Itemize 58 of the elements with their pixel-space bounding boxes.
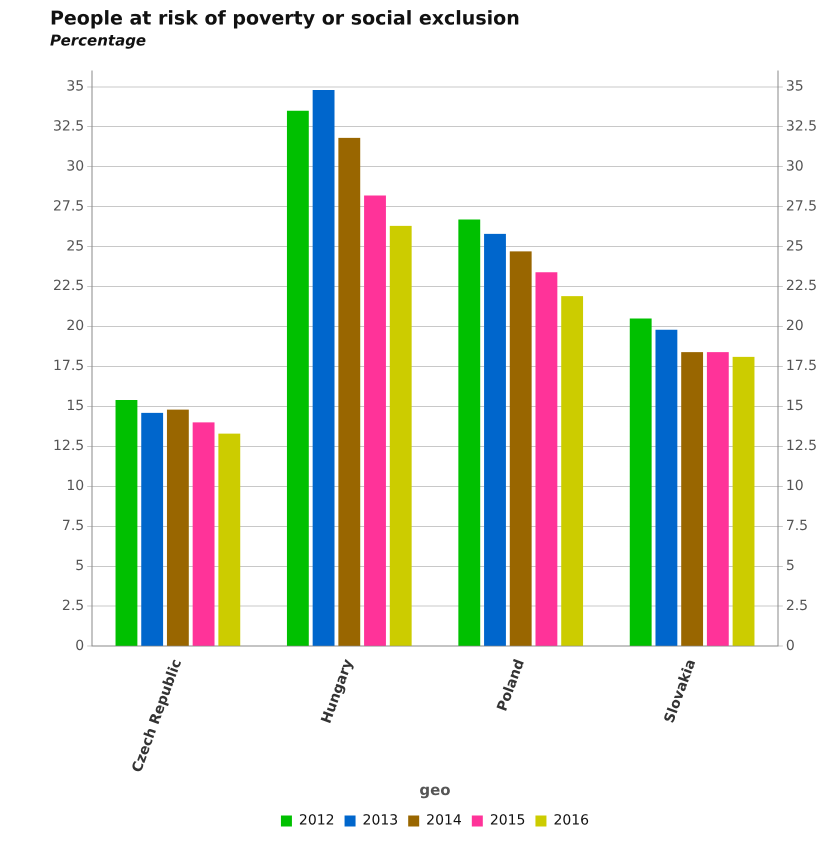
y-tick-label: 27.5 [53,198,84,214]
y2-tick-label: 20 [786,318,804,334]
legend-label: 2015 [490,812,526,829]
y2-tick-label: 17.5 [786,358,817,374]
bar [141,412,164,646]
y-tick-label: 12.5 [53,438,84,454]
bar [510,251,532,646]
bar [561,296,584,646]
bar [338,138,360,646]
y-tick-label: 30 [66,158,84,174]
y-tick-label: 32.5 [53,118,84,134]
bar [218,434,240,646]
y-tick-label: 7.5 [62,518,84,534]
bar [390,226,412,646]
bar [458,219,480,646]
y2-tick-label: 2.5 [786,598,808,614]
y-tick-label: 22.5 [53,278,84,294]
y2-tick-label: 25 [786,238,804,254]
bar [166,410,189,646]
legend-label: 2013 [362,812,398,829]
y-tick-label: 25 [66,238,84,254]
bar [732,356,754,646]
bar [681,352,704,646]
y2-tick-label: 35 [786,78,804,94]
y-tick-label: 35 [66,78,84,94]
bar [535,272,558,646]
y2-tick-label: 32.5 [786,118,817,134]
y-tick-label: 20 [66,318,84,334]
chart-title: People at risk of poverty or social exclusion [50,7,520,30]
y-tick-label: 15 [66,398,84,414]
bar [192,422,215,646]
legend-label: 2016 [553,812,590,829]
legend-label: 2014 [426,812,462,829]
legend-label: 2012 [298,812,335,829]
bar [484,234,506,646]
bar [116,400,138,646]
y2-tick-label: 12.5 [786,438,817,454]
y2-tick-label: 27.5 [786,198,817,214]
bar [286,110,309,646]
y-tick-label: 17.5 [53,358,84,374]
y-tick-label: 2.5 [62,598,84,614]
y2-tick-label: 15 [786,398,804,414]
y2-tick-label: 30 [786,158,804,174]
chart-subtitle: Percentage [50,32,146,50]
bar [312,90,335,646]
x-axis-title: geo [419,780,451,799]
y2-tick-label: 10 [786,478,804,494]
bar [364,195,386,646]
y2-tick-label: 7.5 [786,518,808,534]
y-tick-label: 5 [75,558,84,574]
bar [630,318,652,646]
y-tick-label: 10 [66,478,84,494]
y2-tick-label: 5 [786,558,795,574]
y-tick-label: 0 [75,638,84,654]
y2-tick-label: 0 [786,638,795,654]
bar [706,352,729,646]
bar [655,330,678,646]
y2-tick-label: 22.5 [786,278,817,294]
